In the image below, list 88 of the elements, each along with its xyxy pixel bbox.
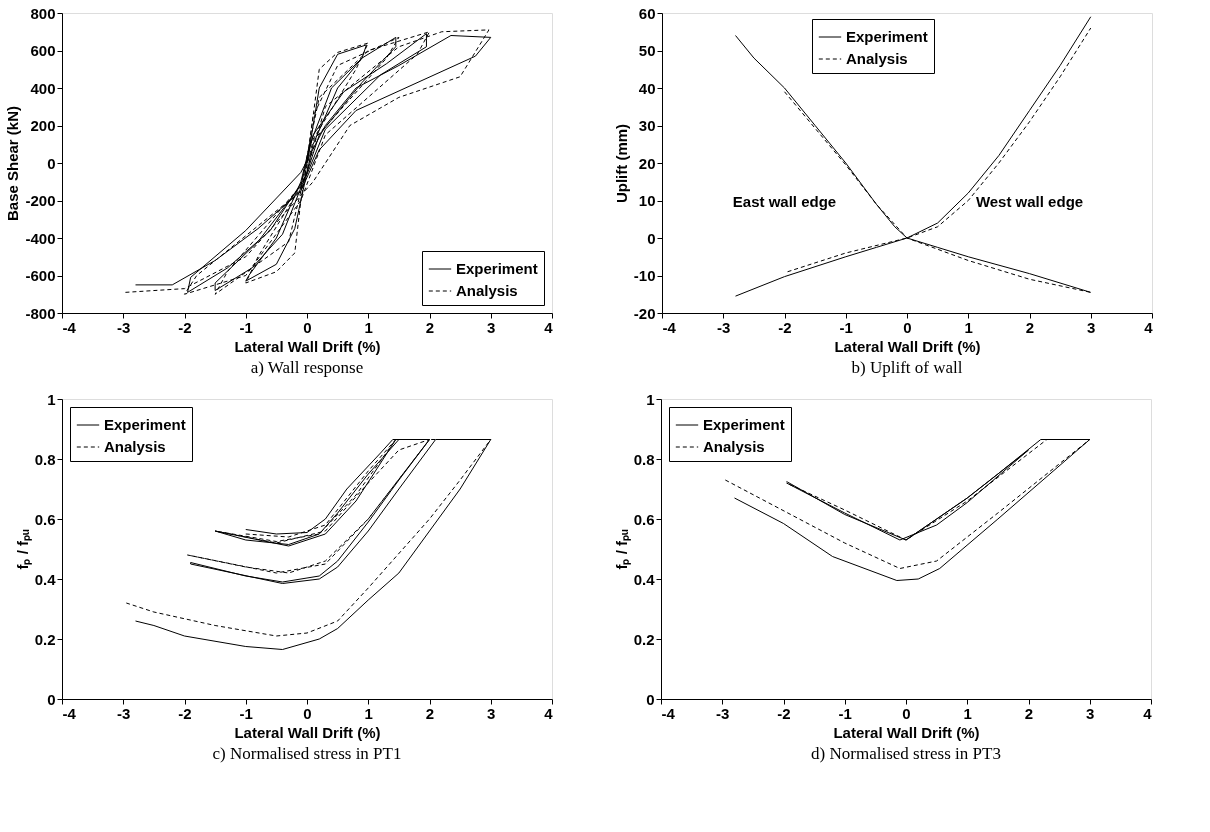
x-tick-label: 1 — [963, 704, 972, 722]
y-tick-label: 0.2 — [34, 630, 56, 648]
y-tick-label: 0.8 — [633, 450, 655, 468]
x-tick-label: 0 — [303, 318, 312, 336]
legend-label: Analysis — [456, 282, 518, 299]
y-axis-title: Uplift (mm) — [612, 123, 630, 204]
x-tick-label: -3 — [717, 318, 731, 336]
y-tick-label: -800 — [25, 304, 56, 322]
x-tick-label: 3 — [1087, 318, 1096, 336]
y-axis-title: fₚ / fₚᵤ — [612, 529, 631, 570]
x-tick-label: 1 — [364, 318, 373, 336]
y-tick-label: -20 — [633, 304, 656, 322]
legend-label: Experiment — [456, 260, 538, 277]
x-tick-label: -3 — [117, 318, 131, 336]
y-tick-label: 30 — [638, 117, 656, 134]
y-tick-label: 60 — [638, 4, 656, 22]
legend-label: Experiment — [703, 416, 785, 433]
y-tick-label: -400 — [25, 229, 56, 247]
text: c) Normalised stress in PT1 — [212, 744, 402, 763]
x-tick-label: -1 — [239, 318, 253, 336]
x-tick-label: 0 — [903, 318, 912, 336]
y-tick-label: 600 — [30, 42, 56, 59]
x-tick-label: -2 — [178, 318, 192, 336]
y-tick-label: 0.6 — [633, 510, 655, 528]
x-tick-label: 3 — [1086, 704, 1095, 722]
x-tick-label: -2 — [178, 704, 192, 722]
y-tick-label: 0.4 — [633, 570, 656, 588]
y-tick-label: 0.4 — [34, 570, 57, 588]
y-tick-label: 0.2 — [633, 630, 655, 648]
y-tick-label: 0.8 — [34, 450, 56, 468]
legend-label: Analysis — [104, 438, 166, 455]
x-tick-label: 4 — [544, 704, 554, 722]
x-tick-label: -1 — [239, 704, 253, 722]
y-tick-label: 20 — [638, 154, 656, 172]
x-axis-title: Lateral Wall Drift (%) — [834, 337, 981, 355]
x-axis-title: Lateral Wall Drift (%) — [234, 723, 381, 741]
y-tick-label: -600 — [25, 267, 56, 284]
legend-label: Analysis — [846, 50, 908, 67]
y-tick-label: 40 — [638, 79, 656, 97]
y-axis-title: fₚ / fₚᵤ — [13, 529, 32, 570]
y-tick-label: 0 — [47, 690, 56, 708]
y-tick-label: 50 — [638, 42, 656, 59]
y-tick-label: 0 — [47, 154, 56, 172]
x-tick-label: -2 — [777, 704, 791, 722]
x-tick-label: -4 — [662, 318, 677, 336]
legend-label: Experiment — [846, 28, 928, 45]
x-axis-title: Lateral Wall Drift (%) — [833, 723, 980, 741]
legend-label: Experiment — [104, 416, 186, 433]
x-tick-label: -4 — [62, 318, 77, 336]
x-tick-label: -4 — [62, 704, 77, 722]
x-tick-label: 3 — [487, 704, 496, 722]
x-tick-label: -2 — [778, 318, 792, 336]
x-tick-label: 2 — [425, 704, 435, 722]
y-axis-title: Base Shear (kN) — [4, 105, 22, 222]
x-tick-label: 1 — [364, 704, 373, 722]
x-tick-label: 4 — [1144, 318, 1154, 336]
y-tick-label: 0 — [646, 690, 655, 708]
x-tick-label: 1 — [964, 318, 973, 336]
text: d) Normalised stress in PT3 — [811, 744, 1001, 763]
x-tick-label: 2 — [1025, 318, 1035, 336]
y-tick-label: 0.6 — [34, 510, 56, 528]
x-tick-label: 0 — [902, 704, 911, 722]
x-tick-label: 2 — [425, 318, 435, 336]
y-tick-label: 10 — [638, 192, 656, 209]
x-tick-label: -3 — [716, 704, 730, 722]
y-tick-label: 1 — [47, 390, 56, 408]
y-tick-label: 0 — [647, 229, 656, 247]
y-tick-label: -200 — [25, 192, 56, 209]
x-tick-label: -1 — [839, 318, 853, 336]
x-tick-label: 4 — [1143, 704, 1153, 722]
x-tick-label: 4 — [544, 318, 554, 336]
x-tick-label: 3 — [487, 318, 496, 336]
y-tick-label: 800 — [30, 4, 56, 22]
x-tick-label: -4 — [661, 704, 676, 722]
x-axis-title: Lateral Wall Drift (%) — [234, 337, 381, 355]
x-tick-label: -3 — [117, 704, 131, 722]
annotation: West wall edge — [975, 193, 1084, 210]
x-tick-label: -1 — [838, 704, 852, 722]
x-tick-label: 0 — [303, 704, 312, 722]
y-tick-label: 1 — [646, 390, 655, 408]
x-tick-label: 2 — [1024, 704, 1034, 722]
text: a) Wall response — [250, 358, 364, 377]
legend-label: Analysis — [703, 438, 765, 455]
y-tick-label: -10 — [633, 267, 656, 284]
annotation: East wall edge — [732, 193, 837, 210]
text: b) Uplift of wall — [851, 358, 963, 377]
y-tick-label: 200 — [30, 117, 56, 134]
y-tick-label: 400 — [30, 79, 56, 97]
